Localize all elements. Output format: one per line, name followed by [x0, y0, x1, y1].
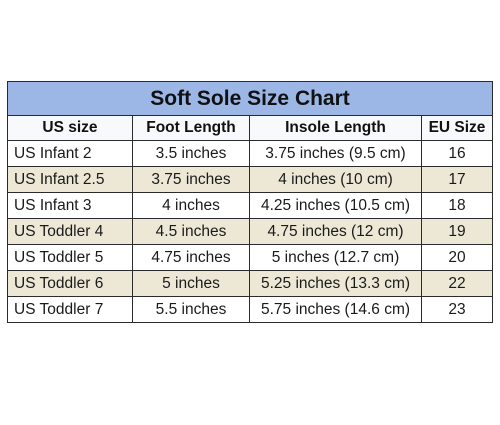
- table-row: US Infant 2 3.5 inches 3.75 inches (9.5 …: [7, 140, 494, 167]
- header-foot-length: Foot Length: [132, 115, 250, 141]
- header-eu-size: EU Size: [420, 115, 494, 141]
- cell-foot-length: 3.5 inches: [132, 140, 250, 167]
- cell-us-size: US Toddler 7: [7, 296, 133, 323]
- cell-us-size: US Toddler 6: [7, 270, 133, 297]
- cell-foot-length: 4.75 inches: [132, 244, 250, 271]
- cell-eu-size: 17: [420, 166, 494, 193]
- table-row: US Toddler 7 5.5 inches 5.75 inches (14.…: [7, 296, 494, 323]
- table-row: US Infant 2.5 3.75 inches 4 inches (10 c…: [7, 166, 494, 193]
- cell-insole-length: 4.75 inches (12 cm): [249, 218, 422, 245]
- cell-us-size: US Infant 2.5: [7, 166, 133, 193]
- cell-insole-length: 4 inches (10 cm): [249, 166, 422, 193]
- header-us-size: US size: [7, 115, 133, 141]
- cell-eu-size: 20: [420, 244, 494, 271]
- cell-insole-length: 5.25 inches (13.3 cm): [249, 270, 422, 297]
- cell-us-size: US Toddler 4: [7, 218, 133, 245]
- cell-insole-length: 4.25 inches (10.5 cm): [249, 192, 422, 219]
- cell-foot-length: 4.5 inches: [132, 218, 250, 245]
- cell-eu-size: 18: [420, 192, 494, 219]
- cell-us-size: US Toddler 5: [7, 244, 133, 271]
- cell-us-size: US Infant 3: [7, 192, 133, 219]
- cell-foot-length: 4 inches: [132, 192, 250, 219]
- cell-us-size: US Infant 2: [7, 140, 133, 167]
- cell-eu-size: 16: [420, 140, 494, 167]
- cell-foot-length: 5.5 inches: [132, 296, 250, 323]
- header-insole-length: Insole Length: [249, 115, 422, 141]
- cell-insole-length: 3.75 inches (9.5 cm): [249, 140, 422, 167]
- header-row: US size Foot Length Insole Length EU Siz…: [7, 115, 494, 141]
- cell-insole-length: 5.75 inches (14.6 cm): [249, 296, 422, 323]
- table-row: US Toddler 4 4.5 inches 4.75 inches (12 …: [7, 218, 494, 245]
- chart-title: Soft Sole Size Chart: [6, 81, 494, 116]
- cell-foot-length: 5 inches: [132, 270, 250, 297]
- cell-foot-length: 3.75 inches: [132, 166, 250, 193]
- table-row: US Infant 3 4 inches 4.25 inches (10.5 c…: [7, 192, 494, 219]
- cell-eu-size: 19: [420, 218, 494, 245]
- cell-insole-length: 5 inches (12.7 cm): [249, 244, 422, 271]
- size-chart-table: Soft Sole Size Chart US size Foot Length…: [6, 81, 494, 323]
- cell-eu-size: 22: [420, 270, 494, 297]
- table-row: US Toddler 5 4.75 inches 5 inches (12.7 …: [7, 244, 494, 271]
- cell-eu-size: 23: [420, 296, 494, 323]
- table-row: US Toddler 6 5 inches 5.25 inches (13.3 …: [7, 270, 494, 297]
